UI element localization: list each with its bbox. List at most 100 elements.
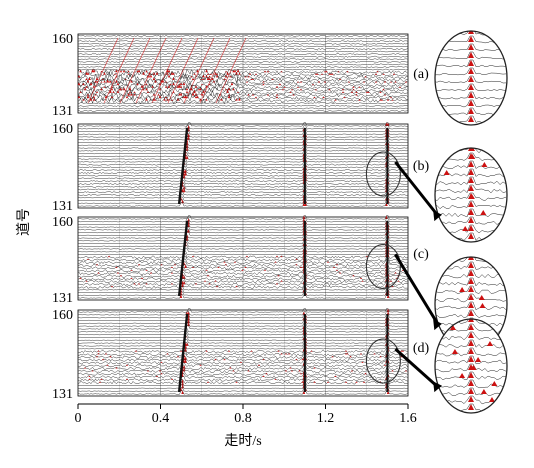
trace [77,66,408,68]
trace-fill [161,79,165,83]
trace-fill [208,83,211,86]
trace-fill [110,88,114,91]
trace-fill [208,78,211,80]
trace-fill [184,359,187,363]
trace-fill [284,353,288,355]
trace-fill [352,89,355,91]
zoom-peak [468,319,474,322]
zoom-trace [435,208,507,218]
trace-fill [110,96,114,99]
trace-fill [364,76,367,78]
trace [77,253,408,259]
trace-fill [190,87,193,91]
trace [77,322,408,327]
zoom-peak [468,201,474,207]
trace-fill [164,85,168,88]
trace [77,155,408,160]
panel-b: 160 131 [52,122,409,214]
trace-fill [92,98,96,101]
trace-fill [205,98,208,101]
trace-fill [404,370,408,372]
trace-fill [224,264,228,266]
trace-fill [344,353,348,355]
trace-fill [334,99,337,101]
zoom-trace [435,168,507,178]
trace [77,182,408,188]
trace [77,58,408,61]
trace [77,55,408,58]
trace-fill [149,74,153,78]
trace-fill [239,361,243,363]
trace-fill [341,91,345,93]
trace [77,291,408,296]
trace [77,280,408,287]
panel-label: (d) [413,341,430,356]
trace-fill [145,83,148,86]
trace-fill [194,85,198,88]
dipping-event [135,37,167,104]
trace [78,245,408,250]
zoom-noise-peak [451,349,458,354]
trace [77,196,408,202]
trace-fill [178,84,181,88]
trace [77,242,408,247]
zoom-inset-d: (d) [394,318,508,414]
trace [77,81,408,89]
trace [77,286,408,291]
trace-fill [376,70,379,73]
trace-fill [367,91,370,93]
trace-fill [145,283,148,285]
trace-fill [92,69,96,73]
trace [77,256,408,262]
zoom-peak [468,116,474,122]
zoom-trace [435,269,507,279]
zoom-arrowhead [433,381,442,393]
zoom-trace [435,43,507,52]
trace-fill [299,89,303,91]
trace [77,308,408,313]
trace-fill [104,353,108,355]
trace-fill [275,86,279,88]
trace-fill [152,77,156,80]
trace-fill [185,342,189,346]
zoom-trace [435,331,507,341]
trace-fill [361,361,364,363]
trace-fill [79,91,82,93]
trace-fill [400,350,403,352]
trace-fill [212,80,216,83]
trace-fill [92,85,96,88]
trace [78,247,408,253]
trace-fill [97,353,100,355]
trace-fill [194,95,198,99]
zoom-noise-peak [449,325,456,330]
panel-label: (b) [413,159,430,174]
zoom-peak [468,388,474,394]
trace [77,387,408,392]
trace-fill [275,96,279,99]
trace-fill [137,283,141,285]
trace-fill [160,361,163,363]
trace-fill [214,280,217,282]
trace [78,231,408,236]
trace [77,350,408,357]
zoom-region-circle [365,338,401,384]
zoom-trace [435,184,507,194]
trace [77,136,408,141]
trace-fill [154,80,157,83]
trace-fill [350,91,354,93]
trace-fill [128,87,132,91]
zoom-peak [468,302,474,308]
trace-fill [280,353,283,355]
trace-fill [115,79,118,83]
zoom-arrow [394,253,441,327]
trace-fill [362,381,366,383]
trace-fill [397,280,400,282]
trace-fill [202,78,205,80]
zoom-trace [435,285,507,295]
trace-fill [133,283,136,285]
zoom-ellipse [434,30,508,126]
dipping-event [215,37,247,104]
trace-fill [170,272,174,274]
trace-fill [262,81,265,83]
trace [77,283,408,289]
